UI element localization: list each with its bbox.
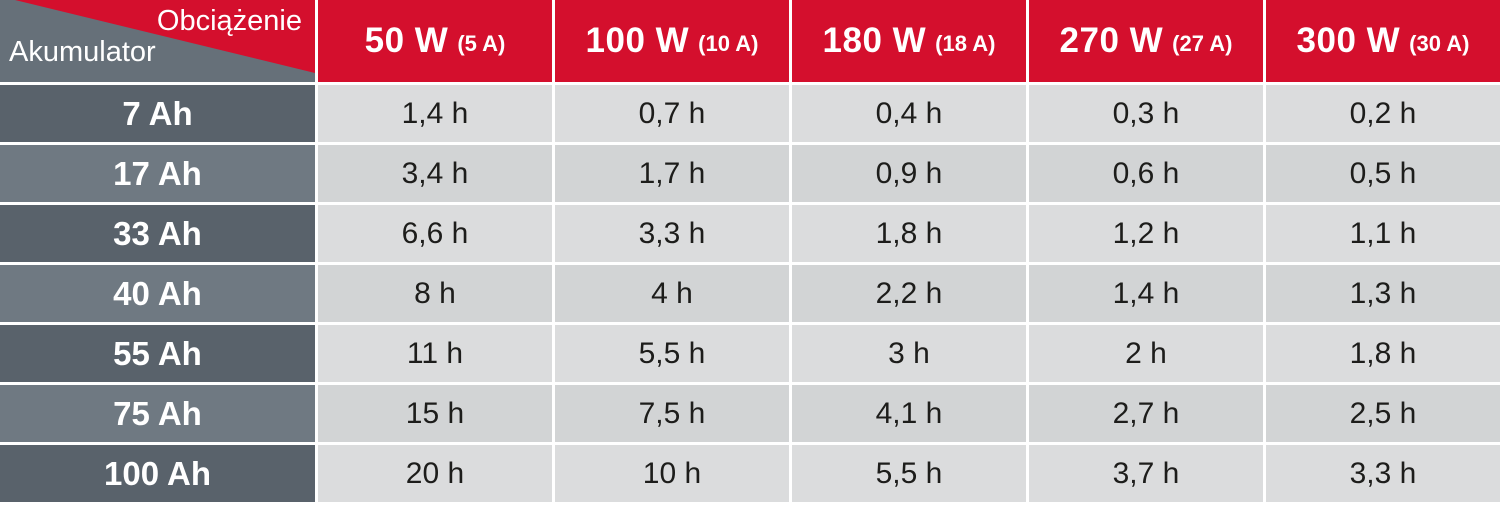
runtime-cell: 1,8 h [792,205,1026,262]
load-power-label: 100 W [585,21,690,60]
load-power-label: 270 W [1059,21,1164,60]
runtime-cell: 0,6 h [1029,145,1263,202]
runtime-cell: 0,3 h [1029,85,1263,142]
runtime-cell: 10 h [555,445,789,502]
runtime-cell: 2,2 h [792,265,1026,322]
runtime-cell: 2 h [1029,325,1263,382]
battery-row-header-7ah: 7 Ah [0,85,315,142]
runtime-cell: 3,7 h [1029,445,1263,502]
runtime-cell: 11 h [318,325,552,382]
corner-cell: Obciążenie Akumulator [0,0,315,82]
corner-load-label: Obciążenie [156,5,302,37]
battery-row-header-55ah: 55 Ah [0,325,315,382]
load-amps-label: (30 A) [1409,31,1470,56]
load-power-label: 300 W [1296,21,1401,60]
runtime-cell: 20 h [318,445,552,502]
runtime-cell: 1,2 h [1029,205,1263,262]
runtime-cell: 3,3 h [555,205,789,262]
runtime-cell: 0,7 h [555,85,789,142]
runtime-cell: 4,1 h [792,385,1026,442]
corner-battery-label: Akumulator [9,36,156,68]
load-power-label: 50 W [364,21,449,60]
runtime-cell: 7,5 h [555,385,789,442]
battery-row-header-33ah: 33 Ah [0,205,315,262]
runtime-cell: 3,3 h [1266,445,1500,502]
runtime-cell: 4 h [555,265,789,322]
corner-diagonal-triangle [15,0,315,73]
runtime-cell: 5,5 h [555,325,789,382]
runtime-cell: 0,2 h [1266,85,1500,142]
runtime-cell: 3 h [792,325,1026,382]
battery-row-header-40ah: 40 Ah [0,265,315,322]
runtime-cell: 1,4 h [1029,265,1263,322]
runtime-cell: 0,9 h [792,145,1026,202]
load-header-100w: 100 W (10 A) [555,0,789,82]
runtime-cell: 1,8 h [1266,325,1500,382]
runtime-cell: 2,7 h [1029,385,1263,442]
runtime-cell: 1,3 h [1266,265,1500,322]
runtime-cell: 1,1 h [1266,205,1500,262]
runtime-cell: 1,4 h [318,85,552,142]
load-amps-label: (10 A) [698,31,759,56]
runtime-cell: 8 h [318,265,552,322]
runtime-cell: 0,4 h [792,85,1026,142]
load-header-270w: 270 W (27 A) [1029,0,1263,82]
runtime-cell: 1,7 h [555,145,789,202]
battery-row-header-75ah: 75 Ah [0,385,315,442]
runtime-cell: 5,5 h [792,445,1026,502]
runtime-cell: 15 h [318,385,552,442]
runtime-cell: 2,5 h [1266,385,1500,442]
load-power-label: 180 W [822,21,927,60]
load-amps-label: (18 A) [935,31,996,56]
runtime-cell: 0,5 h [1266,145,1500,202]
load-amps-label: (5 A) [457,31,506,56]
load-header-50w: 50 W (5 A) [318,0,552,82]
runtime-cell: 6,6 h [318,205,552,262]
load-header-180w: 180 W (18 A) [792,0,1026,82]
battery-row-header-100ah: 100 Ah [0,445,315,502]
load-header-300w: 300 W (30 A) [1266,0,1500,82]
runtime-cell: 3,4 h [318,145,552,202]
load-amps-label: (27 A) [1172,31,1233,56]
battery-row-header-17ah: 17 Ah [0,145,315,202]
